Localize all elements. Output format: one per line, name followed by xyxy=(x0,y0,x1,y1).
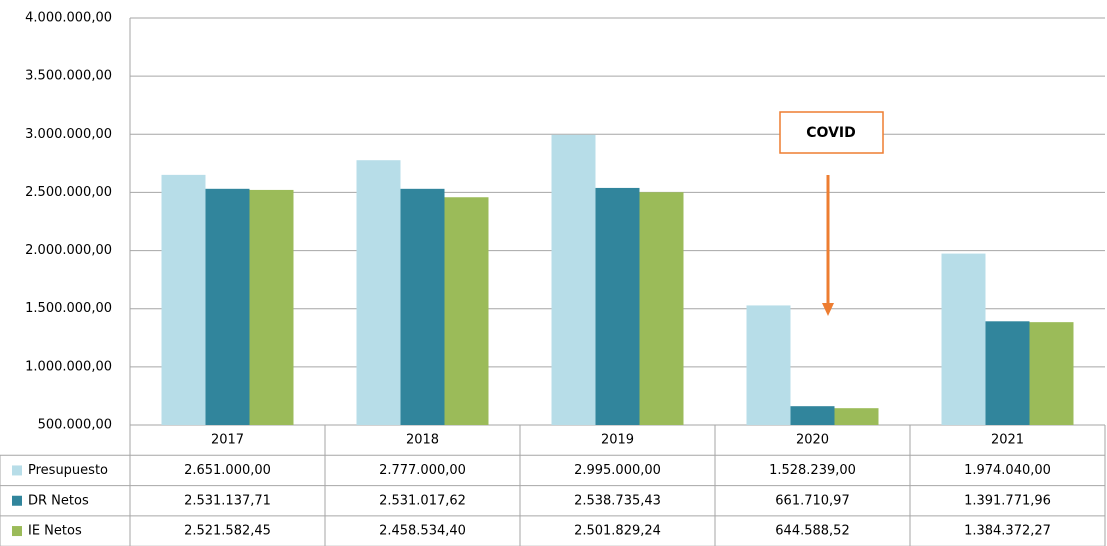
table-value: 1.974.040,00 xyxy=(964,463,1051,478)
y-tick-label: 3.500.000,00 xyxy=(25,69,112,84)
bar xyxy=(205,188,250,425)
table-value: 2.501.829,24 xyxy=(574,524,661,539)
table-value: 1.391.771,96 xyxy=(964,493,1051,508)
y-tick-label: 500.000,00 xyxy=(38,418,112,433)
bar xyxy=(595,187,640,425)
table-value: 1.384.372,27 xyxy=(964,524,1051,539)
bar xyxy=(639,192,684,425)
legend-label: Presupuesto xyxy=(28,463,108,478)
annotation: COVID xyxy=(806,125,855,141)
legend-key xyxy=(12,495,22,506)
table-value: 2.777.000,00 xyxy=(379,463,466,478)
table-value: 1.528.239,00 xyxy=(769,463,856,478)
bar xyxy=(834,408,879,425)
annotation-box xyxy=(779,111,884,154)
table-value: 2.651.000,00 xyxy=(184,463,271,478)
legend-key xyxy=(12,526,22,537)
y-tick-label: 2.500.000,00 xyxy=(25,185,112,200)
legend-label: IE Netos xyxy=(28,524,82,539)
bar xyxy=(356,160,401,426)
x-tick-label: 2017 xyxy=(211,433,244,448)
bar xyxy=(161,174,206,425)
x-tick-label: 2021 xyxy=(991,433,1024,448)
table-value: 2.458.534,40 xyxy=(379,524,466,539)
bar xyxy=(941,253,986,425)
bar xyxy=(985,321,1030,425)
table-value: 2.531.137,71 xyxy=(184,493,271,508)
legend-key xyxy=(12,465,22,476)
bar xyxy=(1029,322,1074,425)
x-tick-label: 2020 xyxy=(796,433,829,448)
bar xyxy=(790,406,835,425)
bar xyxy=(249,189,294,425)
table-value: 2.538.735,43 xyxy=(574,493,661,508)
y-tick-label: 2.000.000,00 xyxy=(25,243,112,258)
table-value: 2.521.582,45 xyxy=(184,524,271,539)
bar xyxy=(551,134,596,426)
bar xyxy=(746,305,791,425)
y-tick-label: 1.500.000,00 xyxy=(25,301,112,316)
table-value: 644.588,52 xyxy=(775,524,849,539)
x-tick-label: 2018 xyxy=(406,433,439,448)
annotation-arrowhead xyxy=(822,303,834,316)
x-tick-label: 2019 xyxy=(601,433,634,448)
y-tick-label: 1.000.000,00 xyxy=(25,359,112,374)
bar xyxy=(400,188,445,425)
table-value: 2.995.000,00 xyxy=(574,463,661,478)
table-value: 661.710,97 xyxy=(775,493,849,508)
table-value: 2.531.017,62 xyxy=(379,493,466,508)
y-tick-label: 4.000.000,00 xyxy=(25,11,112,26)
bar xyxy=(444,197,489,425)
legend-label: DR Netos xyxy=(28,493,89,508)
y-tick-label: 3.000.000,00 xyxy=(25,127,112,142)
